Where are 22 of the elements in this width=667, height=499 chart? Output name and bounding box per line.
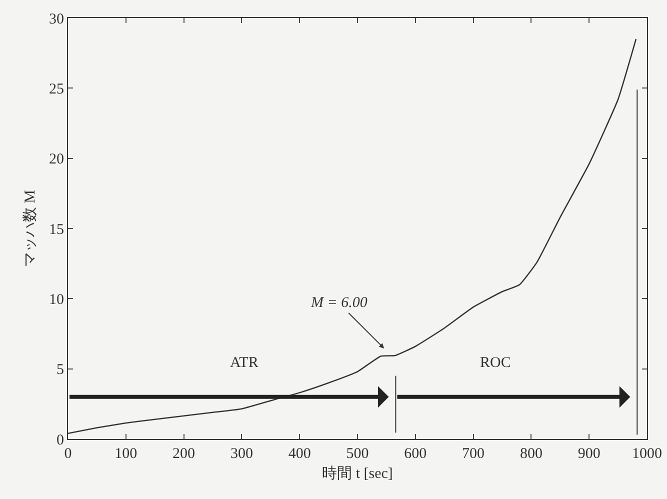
x-tick-label: 800 [520, 446, 542, 462]
x-tick-label: 1000 [632, 446, 662, 462]
y-axis-title: マッハ数 M [22, 190, 38, 268]
annotation: ATR [230, 355, 258, 371]
y-tick-label: 15 [49, 222, 64, 238]
x-tick-label: 300 [230, 446, 253, 462]
x-tick-label: 700 [462, 446, 485, 462]
annotation: ROC [480, 355, 511, 371]
x-tick-label: 400 [288, 446, 311, 462]
x-tick-label: 200 [172, 446, 196, 462]
y-tick-label: 0 [56, 432, 64, 448]
y-tick-label: 10 [49, 292, 64, 308]
x-tick-label: 500 [346, 446, 369, 462]
annotation: M = 6.00 [310, 295, 368, 311]
x-axis-title: 時間 t [sec] [322, 465, 393, 482]
x-tick-label: 900 [578, 446, 600, 462]
y-tick-label: 25 [49, 81, 64, 98]
y-tick-label: 5 [56, 362, 64, 378]
x-tick-label: 100 [114, 446, 138, 462]
x-tick-label: 600 [404, 446, 427, 462]
y-tick-label: 20 [49, 152, 64, 168]
y-tick-label: 30 [49, 11, 64, 28]
